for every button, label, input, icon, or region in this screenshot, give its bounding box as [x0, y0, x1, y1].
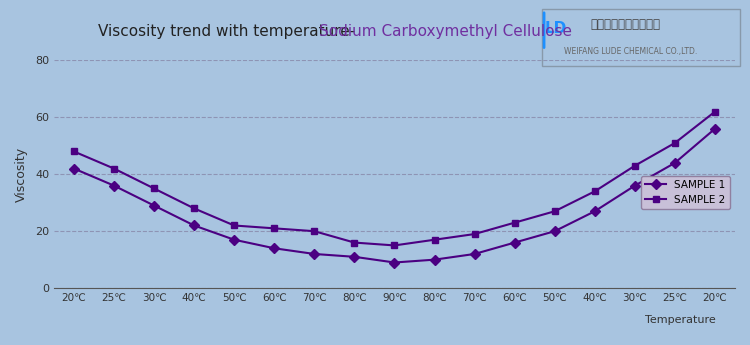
Legend: SAMPLE 1, SAMPLE 2: SAMPLE 1, SAMPLE 2 — [641, 176, 730, 209]
X-axis label: Temperature: Temperature — [645, 315, 716, 325]
Text: Sodium Carboxymethyl Cellulose: Sodium Carboxymethyl Cellulose — [319, 24, 572, 39]
Y-axis label: Viscosity: Viscosity — [15, 147, 28, 202]
Text: 潍坊鲁德化工有限公司: 潍坊鲁德化工有限公司 — [590, 18, 660, 31]
Text: Viscosity trend with temperature-: Viscosity trend with temperature- — [98, 24, 355, 39]
Text: WEIFANG LUDE CHEMICAL CO.,LTD.: WEIFANG LUDE CHEMICAL CO.,LTD. — [565, 47, 698, 56]
Text: LD: LD — [545, 21, 567, 36]
